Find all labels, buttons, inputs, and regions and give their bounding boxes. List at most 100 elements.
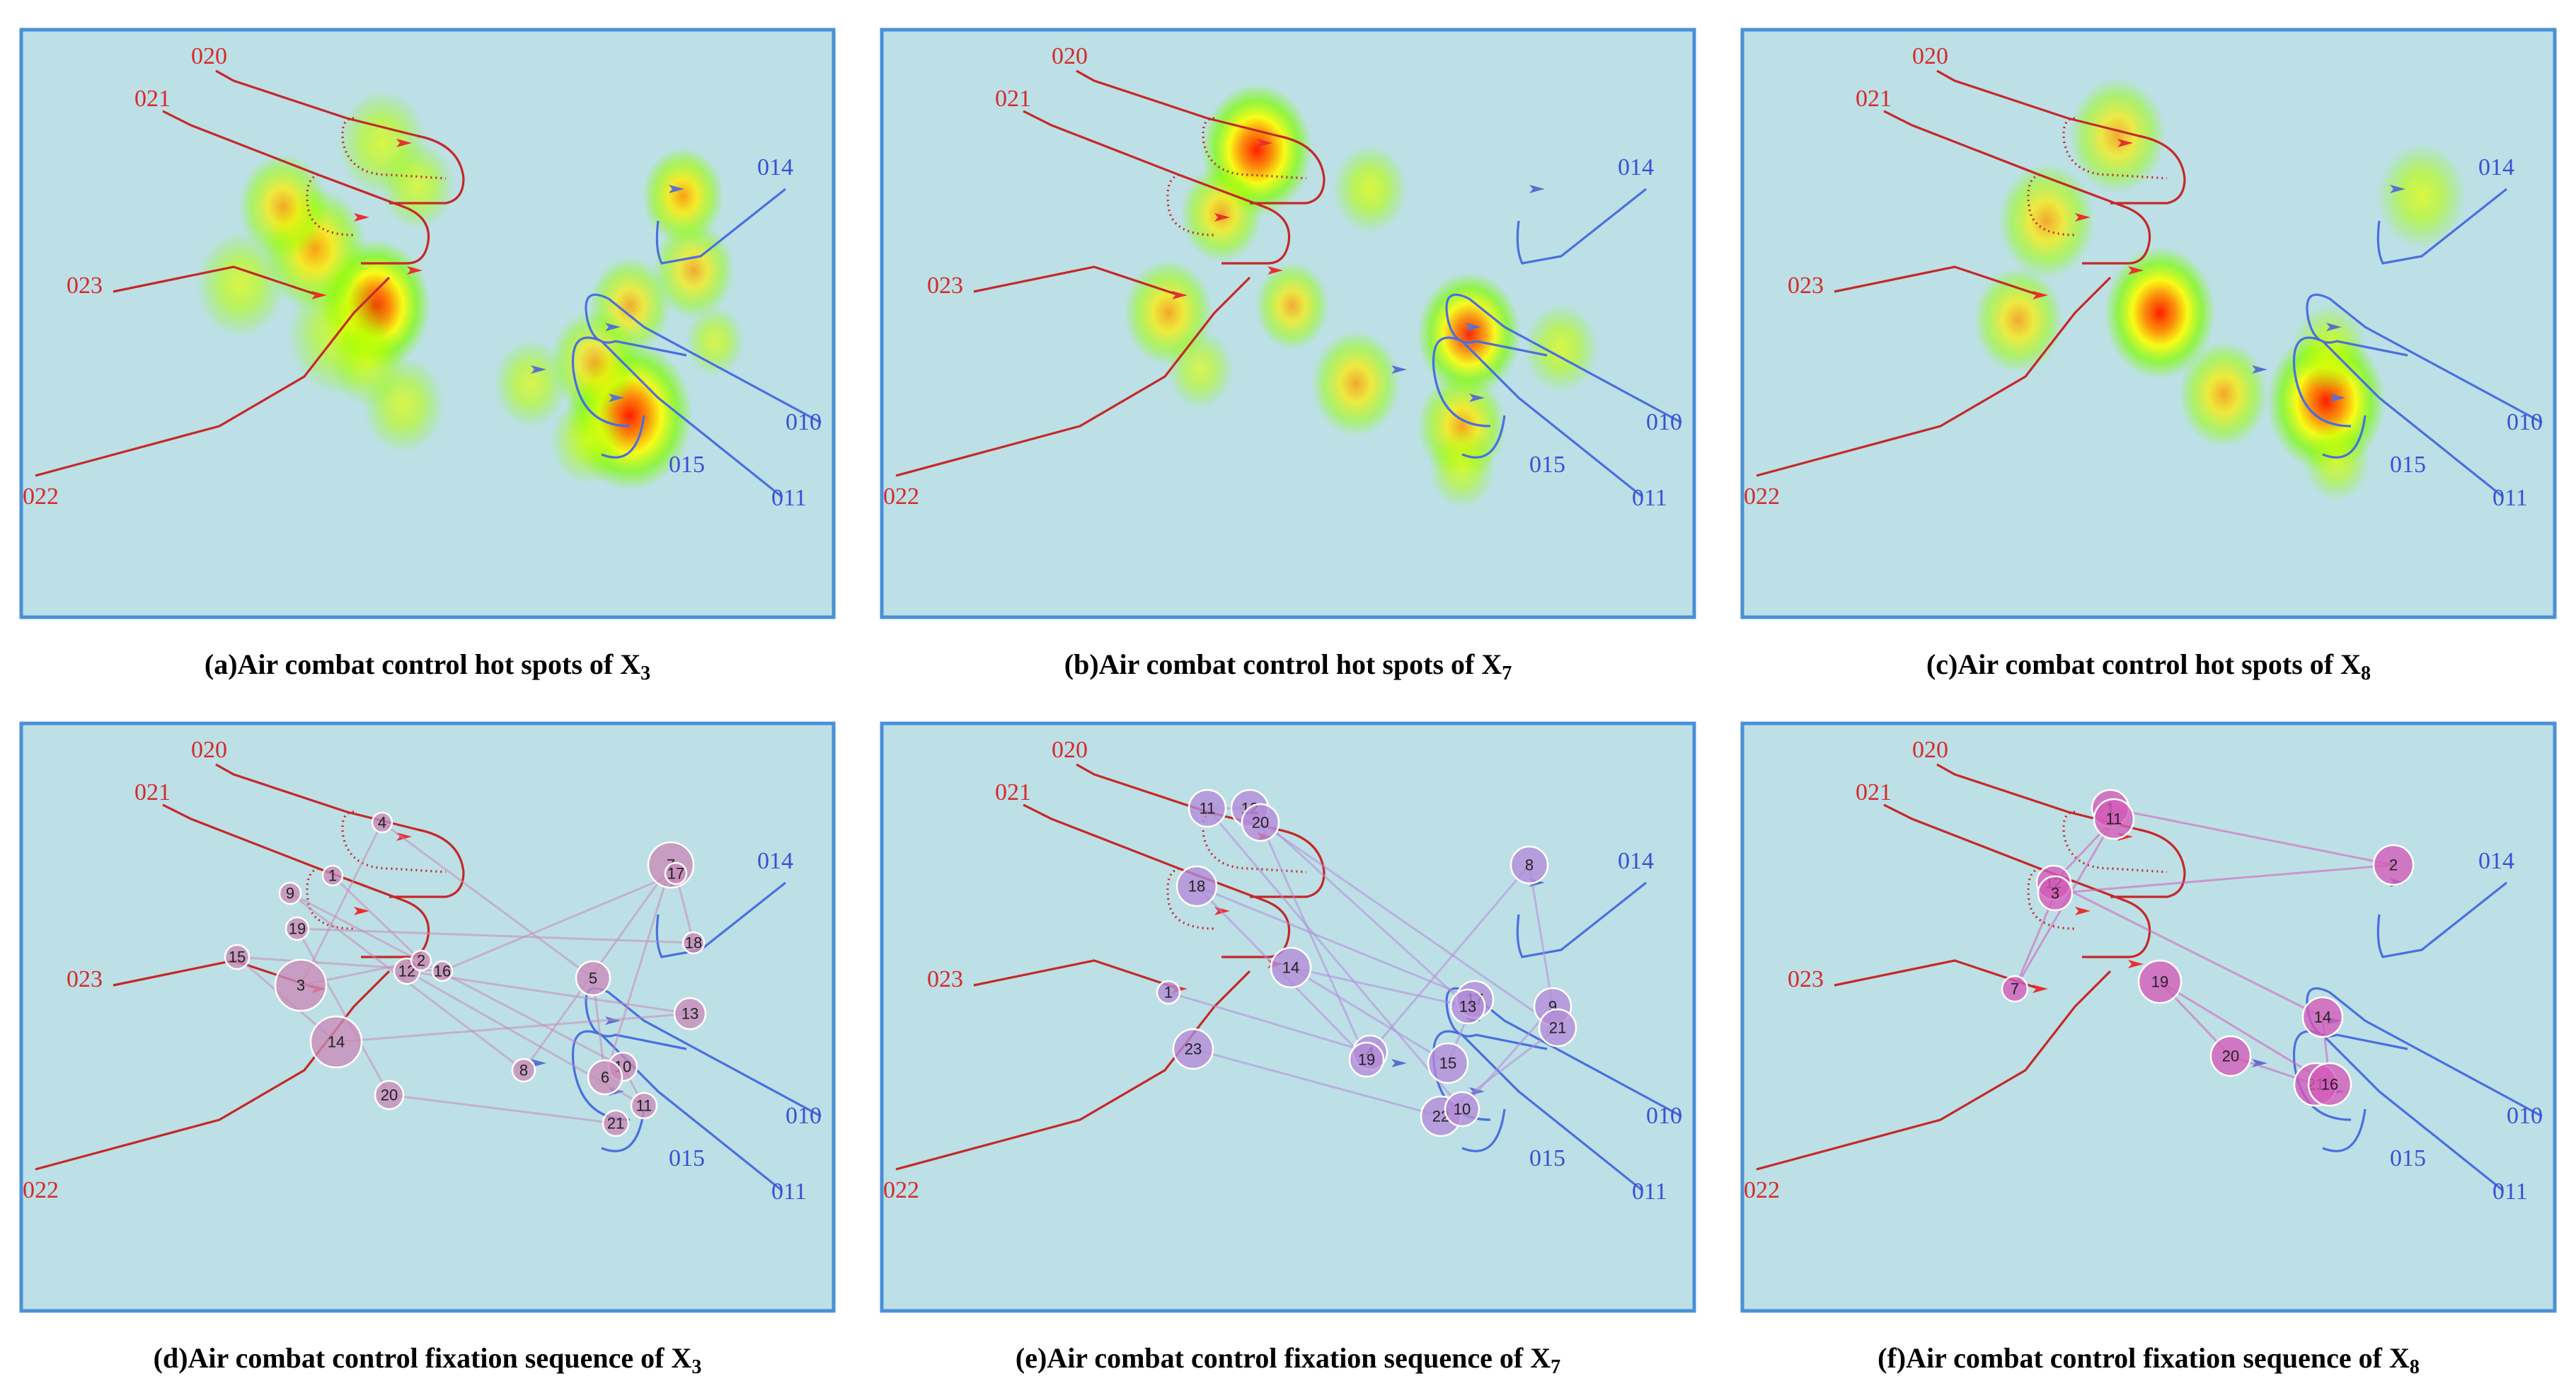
red-route-label: 020	[1052, 737, 1088, 763]
route-blue-014	[655, 188, 786, 265]
fixation-circle	[278, 881, 302, 905]
red-route-label: 023	[67, 273, 103, 299]
red-route-label: 023	[927, 966, 963, 992]
heat-spot	[2377, 143, 2466, 249]
aircraft-icon	[1529, 185, 1545, 193]
red-route-label: 023	[927, 273, 963, 299]
caption-text: (f)Air combat control fixation sequence …	[1878, 1342, 2410, 1374]
saccade-line	[1259, 822, 1368, 1060]
fixation-circle	[2307, 1062, 2352, 1107]
blue-route-label: 010	[786, 409, 822, 435]
red-route-label: 021	[995, 779, 1031, 806]
fixation-number: 6	[601, 1069, 609, 1087]
fixation-number: 14	[328, 1033, 345, 1051]
fixation-number: 15	[1439, 1055, 1456, 1072]
aircraft-icon	[2128, 960, 2144, 968]
fixation-number: 14	[2314, 1009, 2331, 1026]
fixation-number: 11	[2106, 810, 2122, 828]
panel-b: 020 021 023 022 014 010 015 011	[880, 28, 1696, 619]
route-red-021	[162, 110, 430, 265]
aircraft-icon	[2117, 139, 2133, 147]
route-red-022	[35, 970, 391, 1171]
fixation-circle	[374, 1079, 405, 1111]
red-route-label: 023	[1788, 966, 1824, 992]
red-route-label: 020	[1052, 43, 1088, 69]
fixation-number: 20	[1252, 814, 1269, 832]
route-blue-014	[655, 881, 786, 958]
aircraft-icon	[2326, 323, 2342, 331]
fixation-circle	[2001, 975, 2029, 1003]
saccade-line	[296, 928, 391, 1096]
caption-text: (e)Air combat control fixation sequence …	[1016, 1342, 1551, 1374]
saccade-line	[381, 821, 594, 980]
aircraft-icon	[669, 185, 684, 193]
route-blue-015	[601, 1108, 645, 1152]
route-blue-011	[571, 1030, 783, 1192]
red-route-label: 022	[23, 1177, 59, 1203]
route-blue-015	[601, 415, 645, 459]
fixation-circle	[1449, 988, 1486, 1025]
blue-route-label: 010	[1646, 1103, 1682, 1129]
heat-spot	[550, 396, 625, 485]
heat-spot	[1255, 261, 1330, 350]
route-red-020	[1076, 763, 1326, 898]
fixation-number: 9	[286, 885, 294, 902]
fixation-number: 21	[607, 1115, 624, 1133]
saccade-line	[1192, 1048, 1442, 1118]
caption-subscript: 3	[640, 663, 650, 684]
fixation-number: 16	[434, 963, 451, 980]
panel-caption: (c)Air combat control hot spots of X8	[1926, 648, 2371, 684]
fixation-circle	[1156, 980, 1181, 1005]
fixation-number: 13	[682, 1005, 698, 1023]
saccade-line	[2054, 864, 2394, 895]
saccade-line	[2159, 980, 2330, 1086]
fixation-number: 5	[589, 970, 597, 987]
panel-caption: (d)Air combat control fixation sequence …	[154, 1342, 702, 1378]
fixation-circle	[575, 960, 611, 997]
fixation-number: 14	[1282, 959, 1299, 977]
saccade-line	[2110, 807, 2394, 866]
fixation-number: 2	[417, 952, 425, 970]
route-red-020	[215, 69, 465, 205]
route-red-022	[35, 276, 391, 477]
fixation-circle	[673, 997, 707, 1031]
fixation-circle	[410, 949, 432, 972]
fixation-circle	[1427, 1042, 1469, 1084]
route-blue-010	[2306, 293, 2543, 424]
fixation-number: 10	[1454, 1101, 1471, 1118]
fixation-circle	[2209, 1035, 2252, 1077]
saccade-line	[1290, 966, 1449, 1065]
route-labels: 020 021 023 022 014 010 015 011	[23, 737, 822, 1205]
panel-d: 3147513106112182015199141221618170200210…	[19, 721, 836, 1313]
red-route-label: 022	[883, 1177, 919, 1203]
red-route-label: 020	[191, 737, 227, 763]
route-red-023	[113, 265, 319, 297]
red-route-label: 021	[134, 86, 171, 112]
blue-route-label: 014	[2478, 154, 2514, 180]
blue-route-label: 014	[757, 154, 793, 180]
blue-route-label: 011	[2492, 485, 2528, 511]
fixation-number: 19	[289, 920, 306, 938]
aircraft-icon	[1391, 1059, 1407, 1067]
fixation-circle	[602, 1109, 630, 1137]
heat-spot	[330, 318, 406, 407]
red-route-label: 021	[134, 779, 171, 806]
fixation-circle	[309, 1015, 363, 1069]
route-blue-011	[1432, 336, 1643, 498]
fixation-circle	[2093, 798, 2135, 840]
route-red-020-loop	[1202, 810, 1307, 873]
heat-spot	[1417, 272, 1522, 396]
fixation-circle	[1188, 789, 1227, 828]
aircraft-icon	[407, 266, 422, 275]
heatmap-layer	[1124, 84, 1599, 509]
blue-route-label: 010	[786, 1103, 822, 1129]
fixation-circle	[321, 864, 344, 887]
panel-caption: (f)Air combat control fixation sequence …	[1878, 1342, 2420, 1378]
blue-route-label: 010	[1646, 409, 1682, 435]
route-labels: 020 021 023 022 014 010 015 011	[1744, 43, 2543, 511]
aircraft-icon	[1214, 213, 1230, 222]
caption-text: (a)Air combat control hot spots of X	[205, 648, 640, 680]
flight-routes	[1756, 69, 2543, 498]
route-red-020-loop	[2062, 117, 2168, 180]
fixation-circle	[1241, 803, 1280, 842]
